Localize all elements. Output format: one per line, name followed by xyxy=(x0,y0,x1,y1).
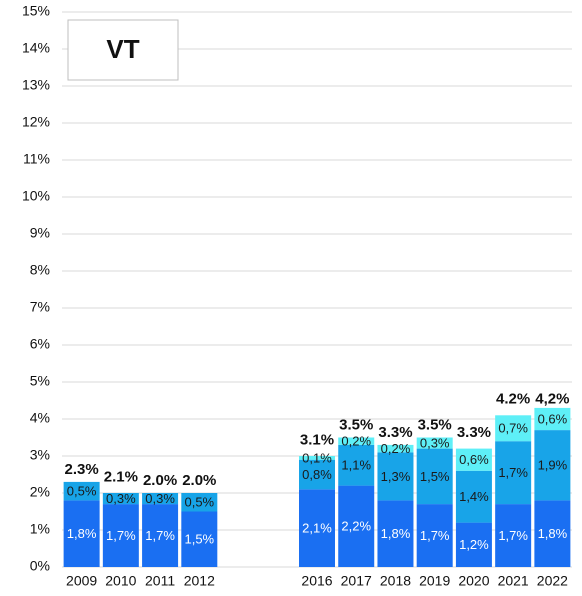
bar-segment xyxy=(495,441,532,505)
value-label: 1,5% xyxy=(420,469,450,484)
value-label: 0,3% xyxy=(145,491,175,506)
y-tick-label: 2% xyxy=(30,484,50,500)
x-tick-label: 2009 xyxy=(66,573,97,589)
y-tick-label: 0% xyxy=(30,558,50,574)
x-tick-label: 2011 xyxy=(145,573,175,589)
bar-segment xyxy=(534,500,571,567)
x-tick-label: 2018 xyxy=(380,573,411,589)
value-label: 1,2% xyxy=(459,537,489,552)
bar-segment xyxy=(338,437,375,445)
value-label: 1,7% xyxy=(145,528,175,543)
value-label: 1,7% xyxy=(498,465,528,480)
y-tick-label: 9% xyxy=(30,225,50,241)
value-label: 2,2% xyxy=(341,519,371,534)
x-tick-label: 2017 xyxy=(341,573,372,589)
value-label: 1,7% xyxy=(420,528,450,543)
y-tick-label: 12% xyxy=(22,114,50,130)
bar-segment xyxy=(495,504,532,567)
value-label: 1,7% xyxy=(106,528,136,543)
y-tick-label: 7% xyxy=(30,299,50,315)
bar-segment xyxy=(299,489,335,567)
value-label: 0,2% xyxy=(341,434,371,449)
bar-segment xyxy=(338,485,375,567)
total-label: 4.2% xyxy=(496,391,530,408)
bar-segment xyxy=(102,493,139,505)
bar-segment xyxy=(455,522,492,567)
bar-segment xyxy=(63,481,100,501)
value-label: 1,3% xyxy=(381,469,411,484)
x-tick-label: 2016 xyxy=(301,573,332,589)
value-label: 1,5% xyxy=(184,532,214,547)
value-label: 0,6% xyxy=(538,411,568,426)
bar-segment xyxy=(377,444,414,453)
total-label: 3.3% xyxy=(378,424,412,441)
bar-segment xyxy=(455,448,492,471)
value-label: 0,5% xyxy=(67,484,97,499)
value-label: 1,9% xyxy=(538,458,568,473)
value-label: 1,1% xyxy=(341,458,371,473)
value-label: 1,8% xyxy=(67,526,97,541)
total-label: 2.3% xyxy=(65,461,99,478)
x-tick-label: 2022 xyxy=(537,573,568,589)
value-label: 0,2% xyxy=(381,441,411,456)
bar-segment xyxy=(377,452,414,501)
bar-segment xyxy=(338,444,375,486)
total-label: 2.1% xyxy=(104,468,138,485)
bar-segment xyxy=(63,500,100,567)
y-tick-label: 5% xyxy=(30,373,50,389)
x-tick-label: 2010 xyxy=(105,573,136,589)
y-tick-label: 11% xyxy=(23,151,50,167)
bar-segment xyxy=(455,470,492,523)
value-label: 1,7% xyxy=(498,528,528,543)
value-label: 1,8% xyxy=(381,526,411,541)
bar-segment xyxy=(416,448,453,505)
total-label: 3.3% xyxy=(457,424,491,441)
y-tick-label: 14% xyxy=(22,40,50,56)
bar-segment xyxy=(181,493,218,512)
bar-segment xyxy=(534,407,571,431)
x-tick-label: 2012 xyxy=(184,573,215,589)
bar-segment xyxy=(102,504,139,567)
total-label: 2.0% xyxy=(143,472,177,489)
y-tick-label: 10% xyxy=(22,188,50,204)
bar-segment xyxy=(181,511,218,567)
value-label: 0,5% xyxy=(184,495,214,510)
value-label: 0,3% xyxy=(420,435,450,450)
bar-segment xyxy=(377,500,414,567)
bar-segment xyxy=(495,415,532,442)
y-tick-label: 15% xyxy=(22,3,50,19)
value-label: 0,6% xyxy=(459,452,489,467)
x-tick-label: 2021 xyxy=(498,573,529,589)
value-label: 0,8% xyxy=(302,467,332,482)
title-box xyxy=(67,19,179,81)
value-label: 1,8% xyxy=(538,526,568,541)
chart-title: VT xyxy=(106,34,139,64)
y-tick-label: 13% xyxy=(22,77,50,93)
total-label: 3.5% xyxy=(339,416,373,433)
bar-segment xyxy=(142,493,179,505)
bar-segment xyxy=(534,430,571,501)
bar-segment xyxy=(142,504,179,567)
y-tick-label: 4% xyxy=(30,410,50,426)
x-tick-label: 2019 xyxy=(419,573,450,589)
total-label: 4,2% xyxy=(535,391,569,408)
value-label: 0,7% xyxy=(498,421,528,436)
bar-segment xyxy=(416,504,453,567)
total-label: 3.1% xyxy=(300,431,334,448)
y-tick-label: 3% xyxy=(30,447,50,463)
bar-segment xyxy=(416,437,453,449)
y-tick-label: 1% xyxy=(30,521,50,537)
bar-segment xyxy=(299,459,335,490)
y-tick-label: 8% xyxy=(30,262,50,278)
value-label: 2,1% xyxy=(302,521,332,536)
y-tick-label: 6% xyxy=(30,336,50,352)
total-label: 3.5% xyxy=(418,416,452,433)
total-label: 2.0% xyxy=(182,472,216,489)
value-label: 0,1% xyxy=(302,450,332,465)
bar-segment xyxy=(299,456,335,460)
value-label: 0,3% xyxy=(106,491,136,506)
x-tick-label: 2020 xyxy=(458,573,489,589)
value-label: 1,4% xyxy=(459,489,489,504)
